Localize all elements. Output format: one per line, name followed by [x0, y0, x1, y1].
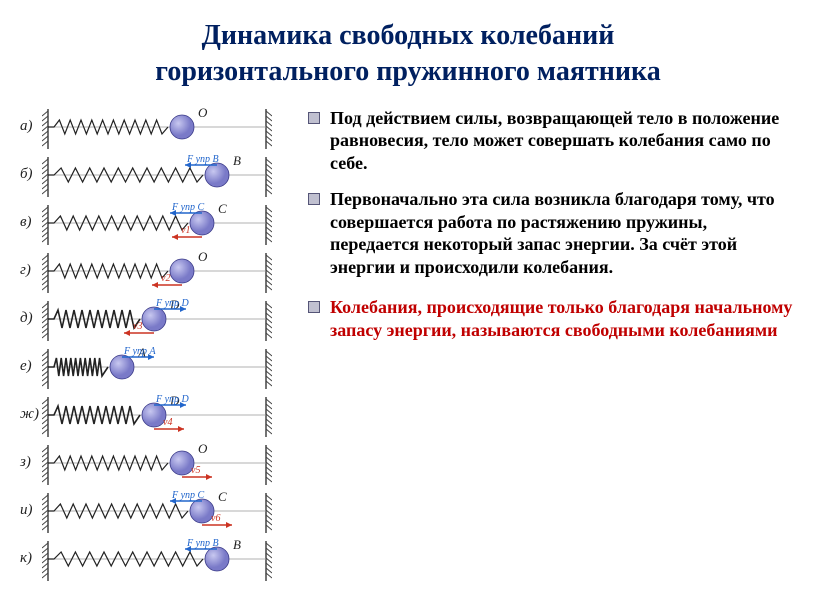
diagram-row: ж)DF упр Dv4	[20, 391, 290, 439]
title-line-2: горизонтального пружинного маятника	[0, 54, 816, 90]
bullet-item: Под действием силы, возвращающей тело в …	[308, 107, 796, 175]
spring-diagram: AF упр A	[42, 343, 272, 391]
diagram-row: б) B F упр B	[20, 151, 290, 199]
diagram-row: з)Ov5	[20, 439, 290, 487]
bullet-item: Колебания, происходящие только благодаря…	[308, 296, 796, 341]
diagram-row: е)AF упр A	[20, 343, 290, 391]
bullet-text: Первоначально эта сила возникла благодар…	[330, 188, 796, 278]
bullet-text: Под действием силы, возвращающей тело в …	[330, 107, 796, 175]
svg-text:F упр C: F упр C	[171, 202, 205, 213]
svg-text:v6: v6	[211, 513, 220, 524]
diagram-row: к) B F упр B	[20, 535, 290, 583]
svg-text:F упр B: F упр B	[186, 154, 219, 165]
slide-title: Динамика свободных колебаний горизонталь…	[0, 0, 816, 91]
bullet-item: Первоначально эта сила возникла благодар…	[308, 188, 796, 278]
bullet-square-icon	[308, 112, 320, 124]
svg-text:F упр A: F упр A	[123, 346, 157, 357]
diagram-column: а)Oб)BF упр Bв)CF упр Cv1г)Ov2д)DF упр D…	[20, 103, 290, 583]
row-label: г)	[20, 262, 42, 279]
bullet-text: Колебания, происходящие только благодаря…	[330, 296, 796, 341]
svg-text:F упр D: F упр D	[155, 298, 190, 309]
row-label: б)	[20, 166, 42, 183]
svg-text:v2: v2	[161, 273, 170, 284]
diagram-row: г)Ov2	[20, 247, 290, 295]
svg-text:B: B	[233, 153, 241, 168]
row-label: е)	[20, 358, 42, 375]
svg-text:O: O	[198, 249, 208, 264]
row-label: а)	[20, 118, 42, 135]
row-label: и)	[20, 502, 42, 519]
spring-diagram: DF упр Dv4	[42, 391, 272, 439]
svg-text:F упр C: F упр C	[171, 490, 205, 501]
row-label: д)	[20, 310, 42, 327]
bullet-square-icon	[308, 301, 320, 313]
svg-text:F упр B: F упр B	[186, 538, 219, 549]
svg-text:B: B	[233, 537, 241, 552]
row-label: з)	[20, 454, 42, 471]
spring-diagram: C F упр C v1	[42, 199, 272, 247]
row-label: ж)	[20, 406, 42, 423]
bullet-square-icon	[308, 193, 320, 205]
svg-text:v5: v5	[191, 465, 200, 476]
spring-diagram: Ov2	[42, 247, 272, 295]
spring-diagram: O	[42, 103, 272, 151]
diagram-row: и) C F упр C v6	[20, 487, 290, 535]
svg-text:O: O	[198, 105, 208, 120]
title-line-1: Динамика свободных колебаний	[0, 18, 816, 54]
spring-diagram: B F упр B	[42, 535, 272, 583]
row-label: к)	[20, 550, 42, 567]
row-label: в)	[20, 214, 42, 231]
spring-diagram: DF упр Dv3	[42, 295, 272, 343]
spring-diagram: B F упр B	[42, 151, 272, 199]
diagram-row: а) O	[20, 103, 290, 151]
spring-diagram: C F упр C v6	[42, 487, 272, 535]
diagram-row: в) C F упр C v1	[20, 199, 290, 247]
content-area: а)Oб)BF упр Bв)CF упр Cv1г)Ov2д)DF упр D…	[0, 91, 816, 583]
diagram-row: д)DF упр Dv3	[20, 295, 290, 343]
text-column: Под действием силы, возвращающей тело в …	[290, 103, 796, 583]
svg-text:C: C	[218, 201, 227, 216]
svg-text:F упр D: F упр D	[155, 394, 190, 405]
svg-text:v4: v4	[163, 417, 172, 428]
svg-text:v1: v1	[181, 225, 190, 236]
svg-text:v3: v3	[133, 321, 142, 332]
svg-text:O: O	[198, 441, 208, 456]
svg-text:C: C	[218, 489, 227, 504]
spring-diagram: Ov5	[42, 439, 272, 487]
